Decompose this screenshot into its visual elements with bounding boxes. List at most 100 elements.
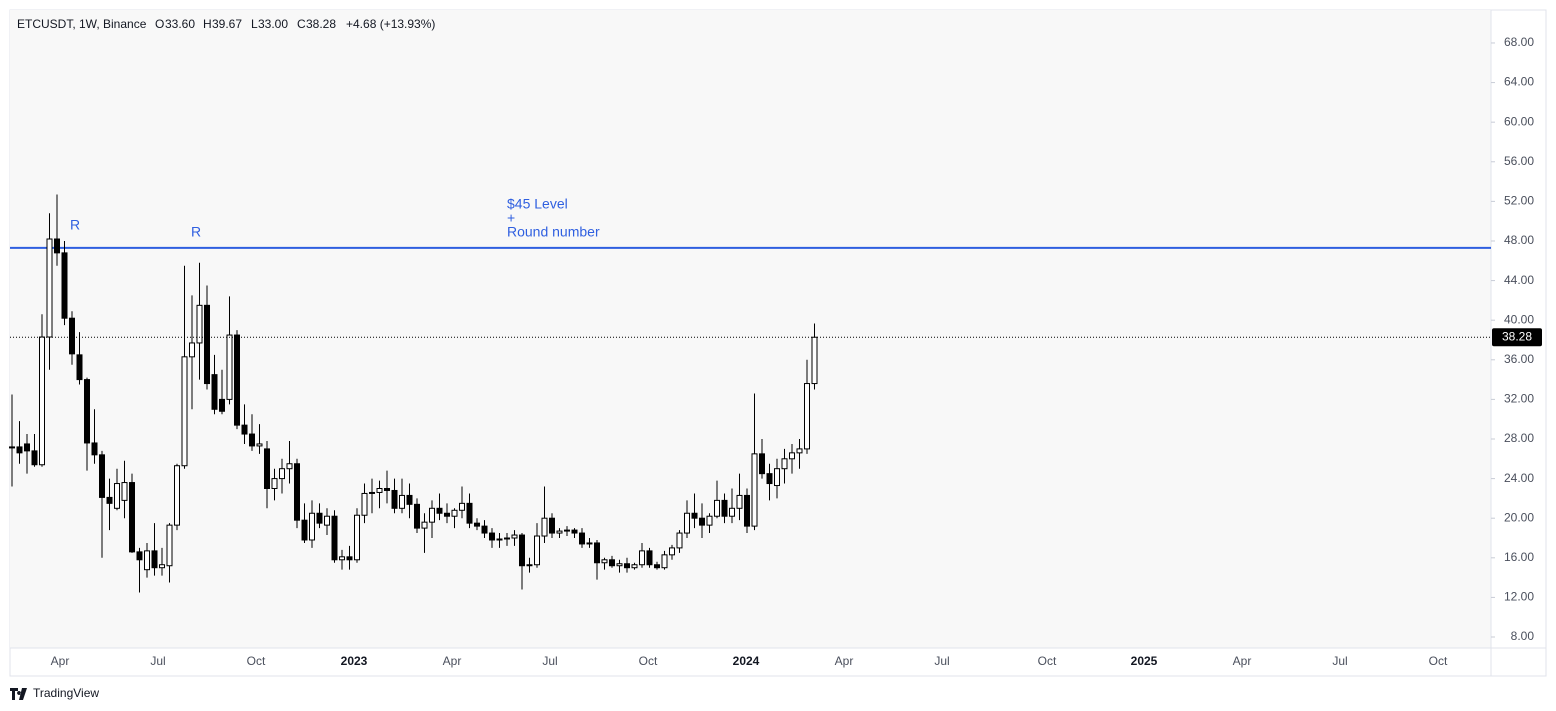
y-tick-label: 8.00 (1511, 629, 1535, 643)
candle-body (54, 238, 60, 254)
candle-body (511, 534, 518, 539)
legend-header: ETCUSDT, 1W, Binance O 33.60 H 39.67 L 3… (17, 17, 435, 31)
candle-body (496, 538, 503, 541)
o-value: 33.60 (165, 17, 195, 31)
candle-body (151, 550, 158, 569)
resistance-label: R (70, 217, 80, 233)
y-tick-label: 56.00 (1504, 154, 1534, 168)
level-annotation: Round number (507, 224, 600, 240)
candle-body (796, 448, 803, 454)
candle-body (601, 559, 608, 564)
candle-body (459, 502, 465, 511)
candle-body (211, 374, 218, 410)
l-key: L (251, 17, 258, 31)
candle-body (691, 512, 698, 519)
candle-body (264, 448, 270, 490)
x-tick-label: Jul (934, 654, 949, 668)
candle-body (286, 463, 293, 470)
y-tick-label: 16.00 (1504, 550, 1534, 564)
candle-body (391, 489, 398, 509)
last-price-label: 38.28 (1502, 329, 1532, 343)
candle-body (571, 529, 578, 534)
candle-body (579, 532, 585, 545)
candle-body (744, 494, 750, 527)
candle-body (736, 494, 743, 509)
candle-body (564, 529, 570, 532)
candle-body (429, 507, 435, 523)
candle-body (166, 524, 173, 567)
candle-body (271, 478, 278, 489)
symbol: ETCUSDT, 1W, Binance (17, 17, 147, 31)
candle-body (301, 519, 308, 541)
candle-body (474, 522, 480, 527)
candle-body (616, 563, 623, 567)
candle-body (234, 334, 240, 426)
candle-body (586, 542, 593, 545)
candle-body (61, 252, 68, 319)
candle-body (811, 336, 818, 385)
y-tick-label: 32.00 (1504, 392, 1534, 406)
x-tick-label: Oct (639, 654, 658, 668)
candle-body (189, 342, 195, 358)
candle-body (639, 550, 645, 566)
candle-body (376, 488, 383, 493)
candle-body (676, 532, 683, 549)
candle-body (549, 517, 555, 534)
x-tick-label: Apr (443, 654, 462, 668)
candle-body (789, 452, 795, 460)
candle-body (504, 537, 510, 540)
candle-body (721, 499, 728, 517)
candle-body (369, 491, 375, 494)
candle-body (436, 507, 443, 514)
candle-body (136, 551, 143, 561)
level-annotation: + (507, 210, 515, 226)
y-tick-label: 48.00 (1504, 233, 1534, 247)
y-tick-label: 24.00 (1504, 471, 1534, 485)
candle-body (99, 454, 105, 498)
candle-body (84, 379, 90, 444)
candle-body (759, 453, 765, 475)
candle-body (129, 482, 135, 553)
candle-body (346, 556, 353, 561)
candle-body (9, 446, 15, 449)
candle-body (706, 515, 713, 526)
candle-body (414, 503, 420, 529)
o-key: O (155, 17, 164, 31)
y-tick-label: 36.00 (1504, 352, 1534, 366)
x-tick-label: Oct (1038, 654, 1057, 668)
x-tick-label: 2023 (341, 654, 368, 668)
candle-body (316, 512, 323, 524)
marks: 8.00 12.00 16.00 20.00 24.00 28.00 32.00 36.00 4… (9, 35, 1535, 668)
candle-body (24, 443, 30, 452)
y-tick-label: 20.00 (1504, 510, 1534, 524)
candle-body (256, 443, 263, 447)
y-tick-label: 28.00 (1504, 431, 1534, 445)
candle-body (241, 424, 248, 435)
candle-body (339, 556, 345, 561)
candle-body (444, 512, 450, 517)
x-tick-label: Apr (835, 654, 854, 668)
y-tick-label: 64.00 (1504, 75, 1534, 89)
candle-body (69, 317, 75, 355)
candle-body (279, 468, 285, 480)
brand[interactable]: TradingView (10, 686, 99, 700)
y-tick-label: 52.00 (1504, 194, 1534, 208)
candle-body (714, 499, 720, 517)
y-tick-label: 12.00 (1504, 590, 1534, 604)
candle-body (646, 550, 653, 566)
x-tick-label: Apr (51, 654, 70, 668)
candle-body (804, 383, 810, 450)
candle-body (16, 446, 23, 454)
candle-body (309, 512, 315, 541)
candle-body (684, 512, 690, 534)
x-tick-label: Jul (542, 654, 557, 668)
candle-body (631, 564, 638, 569)
x-tick-label: Jul (150, 654, 165, 668)
candle-body (354, 514, 360, 561)
brand-name: TradingView (33, 686, 99, 700)
candle-body (384, 488, 390, 491)
x-tick-label: 2024 (733, 654, 760, 668)
candle-body (556, 530, 563, 534)
candle-body (39, 336, 45, 466)
